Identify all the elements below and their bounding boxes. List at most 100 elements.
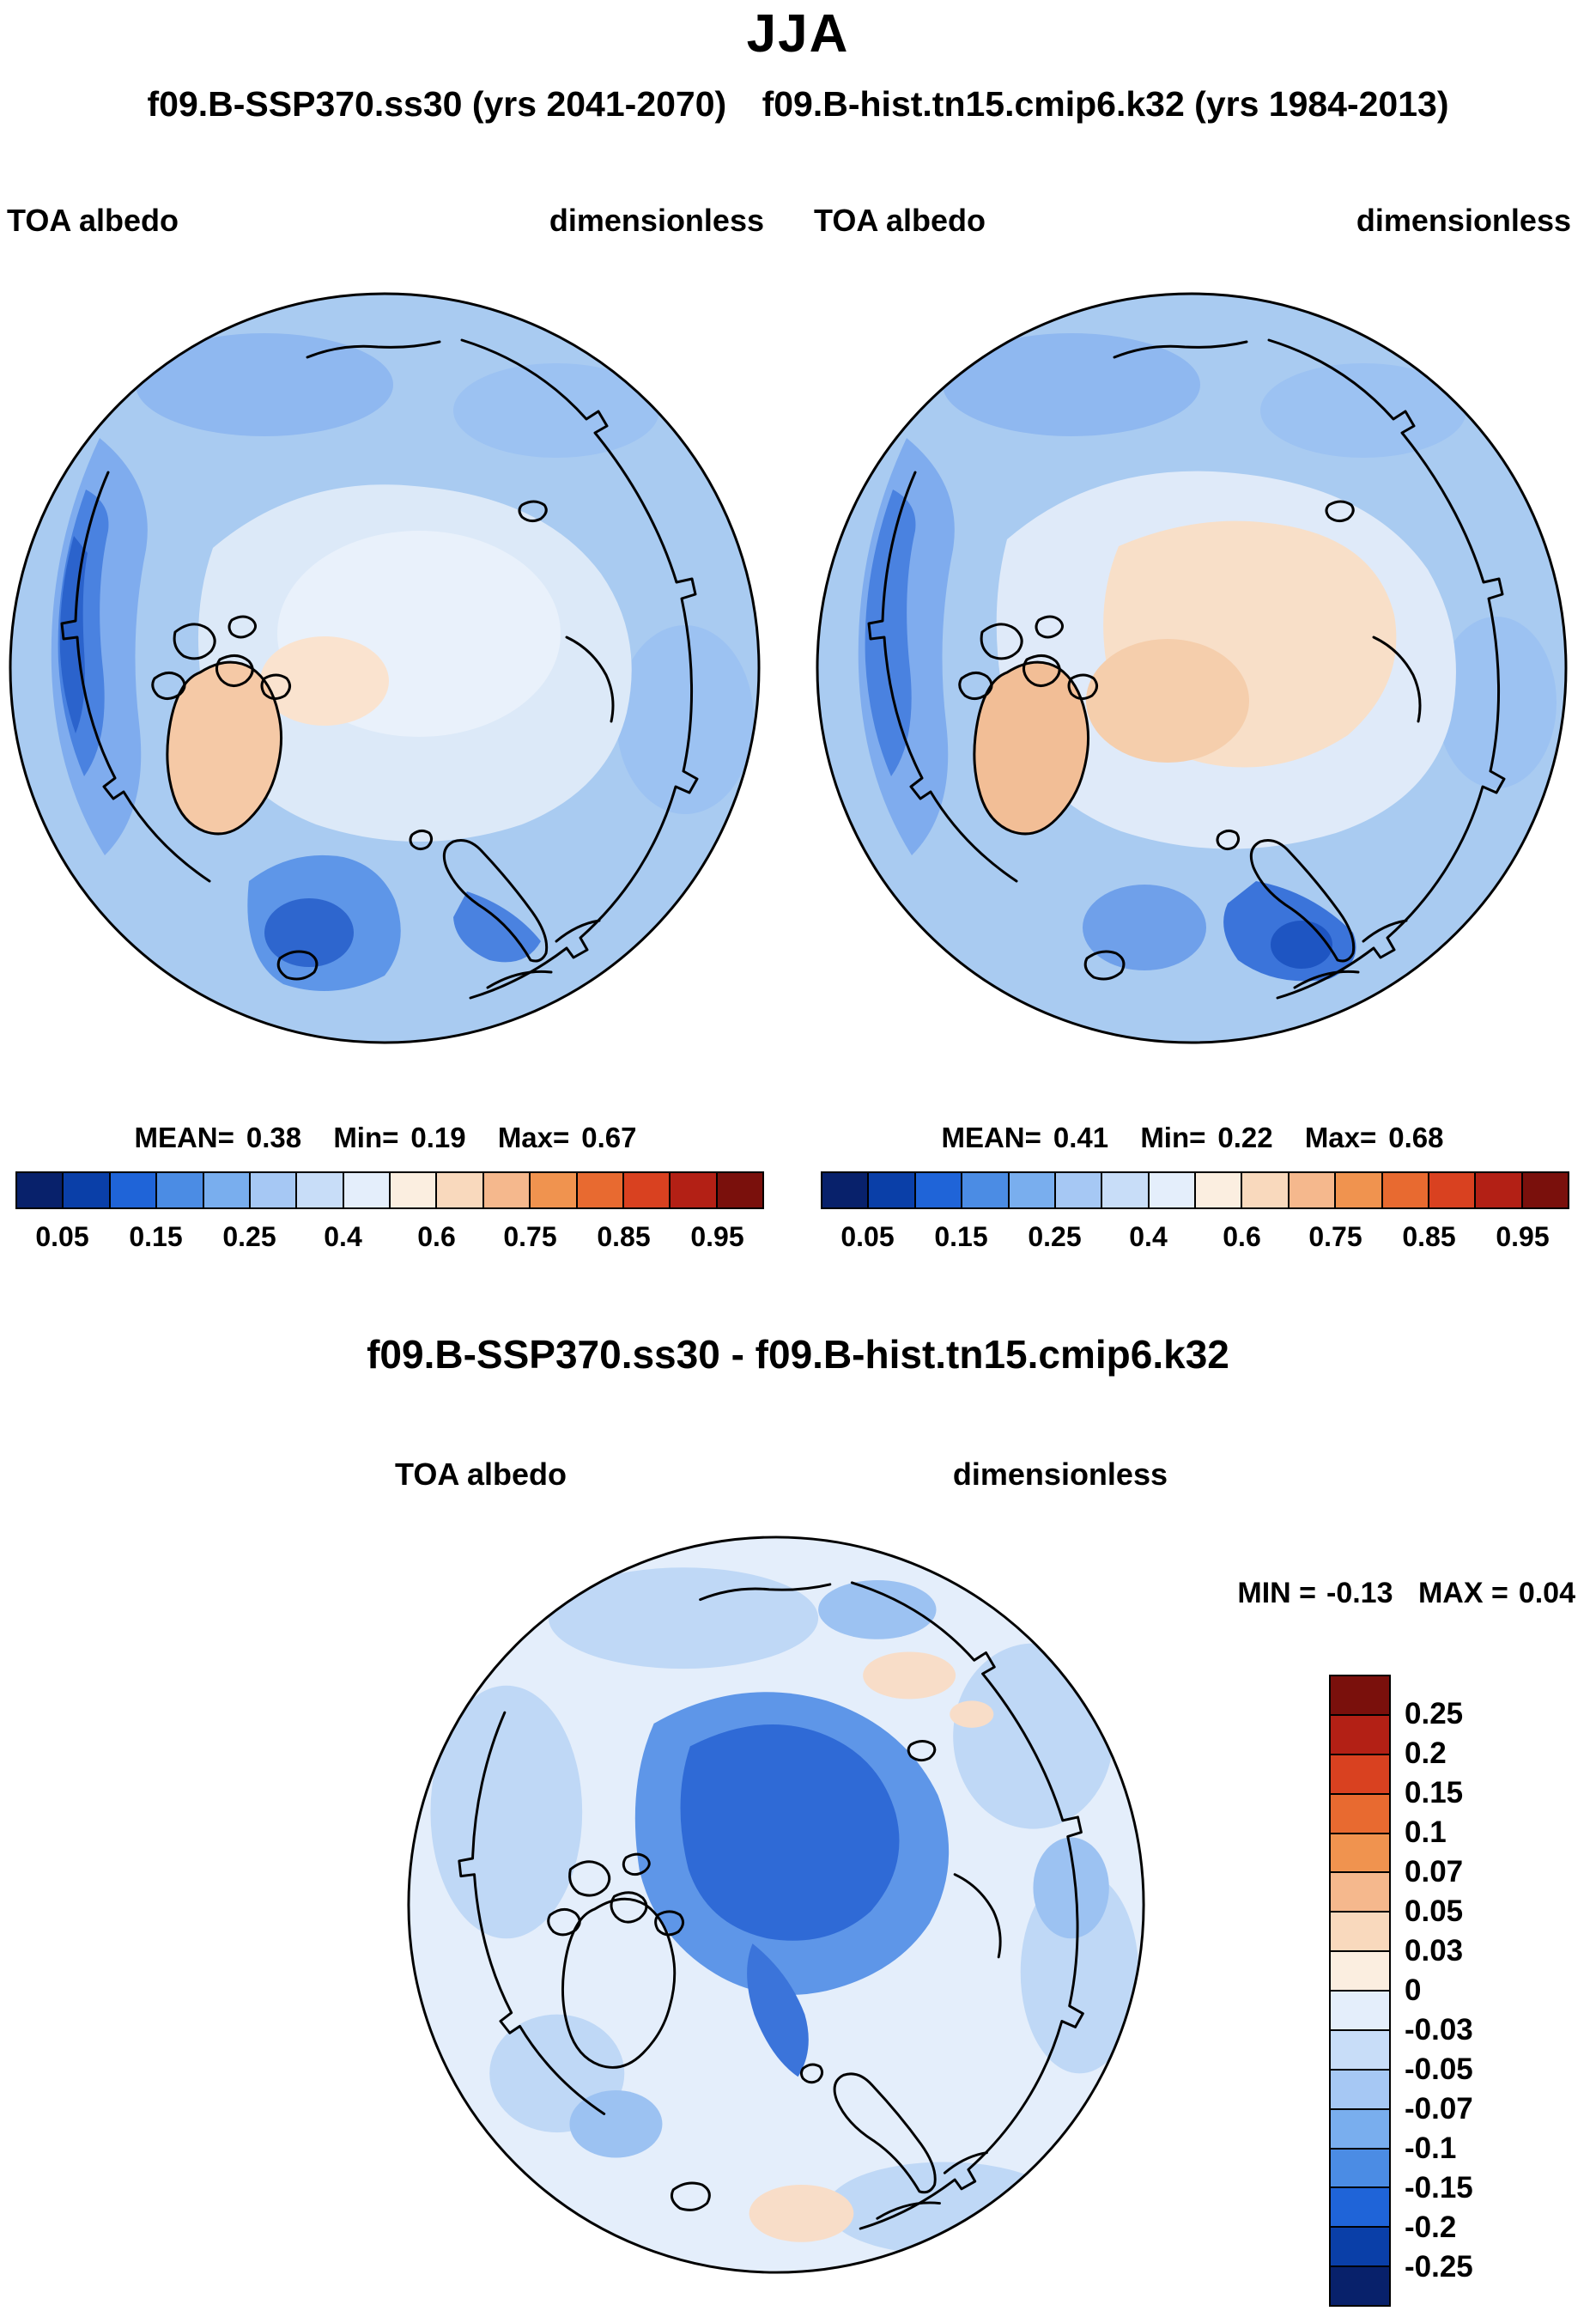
min-value: 0.19 (410, 1122, 466, 1153)
colorbar-cell (913, 1173, 962, 1207)
colorbar-right-ticks: 0.05 0.15 0.25 0.4 0.6 0.75 0.85 0.95 (821, 1221, 1569, 1257)
colorbar-cell (389, 1173, 436, 1207)
stats-line-diff: MIN = -0.13 MAX = 0.04 (1237, 1577, 1575, 1610)
colorbar-cell (669, 1173, 716, 1207)
colorbar-cell (1194, 1173, 1241, 1207)
max-value: 0.04 (1518, 1577, 1575, 1609)
colorbar-cell (1287, 1173, 1335, 1207)
colorbar-cell (1520, 1173, 1568, 1207)
colorbar-tick-label: 0.1 (1405, 1815, 1447, 1849)
stats-line-left: MEAN= 0.38 Min= 0.19 Max= 0.67 (7, 1122, 764, 1154)
colorbar-tick-label: 0.05 (1405, 1894, 1464, 1928)
colorbar-tick-label: 0.85 (597, 1221, 651, 1252)
colorbar-cell (1331, 2147, 1389, 2187)
max-label: MAX = (1417, 1577, 1508, 1609)
colorbar-difference-ticks: 0.25 0.2 0.15 0.1 0.07 0.05 0.03 0 -0.03 -0.05 -0.… (1405, 1675, 1525, 2307)
units-label: dimensionless (549, 203, 764, 238)
colorbar-tick-label: 0.25 (222, 1221, 276, 1252)
mean-value: 0.38 (246, 1122, 302, 1153)
colorbar-tick-label: 0.07 (1405, 1855, 1464, 1888)
colorbar-cell (155, 1173, 203, 1207)
colorbar-cell (529, 1173, 576, 1207)
colorbar-cell (1331, 1676, 1389, 1714)
colorbar-cell (1053, 1173, 1101, 1207)
polar-map-left (9, 292, 761, 1044)
map-right (814, 290, 1569, 1046)
variable-label: TOA albedo (814, 203, 986, 238)
map-difference (405, 1534, 1147, 2276)
variable-label: TOA albedo (7, 203, 179, 238)
colorbar-cell (295, 1173, 343, 1207)
colorbar-cell (1101, 1173, 1148, 1207)
colorbar-cell (575, 1173, 622, 1207)
panel-left-header: TOA albedo dimensionless (7, 203, 764, 239)
colorbar-right (821, 1171, 1569, 1209)
colorbar-tick-label: -0.05 (1405, 2053, 1473, 2086)
colorbar-cell (248, 1173, 296, 1207)
mean-label: MEAN= (941, 1122, 1041, 1153)
colorbar-cell (1331, 2226, 1389, 2266)
colorbar-tick-label: -0.15 (1405, 2171, 1473, 2205)
min-label: Min= (1140, 1122, 1206, 1153)
colorbar-cell (1427, 1173, 1475, 1207)
colorbar-cell (435, 1173, 482, 1207)
colorbar-tick-label: -0.07 (1405, 2092, 1473, 2126)
panel-diff-header: TOA albedo dimensionless (395, 1457, 1168, 1493)
colorbar-tick-label: 0.4 (324, 1221, 362, 1252)
colorbar-cell (715, 1173, 762, 1207)
colorbar-cell (1241, 1173, 1288, 1207)
colorbar-cell (1331, 1713, 1389, 1754)
colorbar-tick-label: 0.75 (1308, 1221, 1362, 1252)
colorbar-cell (342, 1173, 389, 1207)
figure-subtitle: f09.B-SSP370.ss30 (yrs 2041-2070) f09.B-… (0, 84, 1596, 125)
colorbar-left-ticks: 0.05 0.15 0.25 0.4 0.6 0.75 0.85 0.95 (15, 1221, 764, 1257)
min-value: 0.22 (1217, 1122, 1273, 1153)
colorbar-cell (17, 1173, 63, 1207)
colorbar-cell (1381, 1173, 1428, 1207)
stats-line-right: MEAN= 0.41 Min= 0.22 Max= 0.68 (814, 1122, 1571, 1154)
colorbar-tick-label: 0.15 (934, 1221, 988, 1252)
variable-label: TOA albedo (395, 1457, 567, 1492)
colorbar-tick-label: 0.95 (690, 1221, 744, 1252)
min-label: MIN = (1237, 1577, 1316, 1609)
colorbar-cell (1007, 1173, 1054, 1207)
max-label: Max= (1304, 1122, 1377, 1153)
colorbar-cell (1331, 1753, 1389, 1793)
colorbar-tick-label: 0.2 (1405, 1736, 1447, 1770)
polar-map-right (816, 292, 1568, 1044)
colorbar-tick-label: 0.6 (1223, 1221, 1261, 1252)
colorbar-tick-label: -0.1 (1405, 2132, 1457, 2165)
colorbar-cell (1331, 2265, 1389, 2305)
colorbar-tick-label: 0.6 (417, 1221, 456, 1252)
colorbar-cell (108, 1173, 156, 1207)
max-value: 0.68 (1388, 1122, 1444, 1153)
colorbar-cell (1331, 1950, 1389, 1990)
colorbar-difference (1329, 1675, 1391, 2307)
colorbar-cell (622, 1173, 670, 1207)
colorbar-tick-label: 0.15 (129, 1221, 183, 1252)
colorbar-cell (822, 1173, 868, 1207)
colorbar-cell (482, 1173, 530, 1207)
mean-label: MEAN= (134, 1122, 234, 1153)
difference-title: f09.B-SSP370.ss30 - f09.B-hist.tn15.cmip… (367, 1332, 1229, 1377)
colorbar-tick-label: 0.15 (1405, 1776, 1464, 1809)
colorbar-tick-label: 0.25 (1405, 1697, 1464, 1730)
figure-title: JJA (746, 4, 850, 64)
units-label: dimensionless (1356, 203, 1571, 238)
colorbar-cell (202, 1173, 249, 1207)
colorbar-cell (961, 1173, 1008, 1207)
colorbar-cell (1331, 1832, 1389, 1872)
colorbar-tick-label: 0.95 (1496, 1221, 1550, 1252)
colorbar-cell (1331, 1871, 1389, 1912)
polar-map-difference (407, 1536, 1145, 2274)
colorbar-cell (1331, 2186, 1389, 2227)
colorbar-tick-label: 0 (1405, 1973, 1422, 2007)
colorbar-cell (1331, 2107, 1389, 2148)
colorbar-tick-label: 0.25 (1028, 1221, 1082, 1252)
colorbar-tick-label: -0.03 (1405, 2013, 1473, 2046)
units-label: dimensionless (952, 1457, 1168, 1492)
min-label: Min= (333, 1122, 399, 1153)
colorbar-tick-label: -0.25 (1405, 2250, 1473, 2284)
colorbar-tick-label: 0.05 (840, 1221, 895, 1252)
